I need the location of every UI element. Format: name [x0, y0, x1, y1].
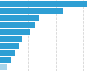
Bar — [0, 22, 35, 28]
Bar — [0, 57, 11, 63]
Bar — [0, 8, 63, 14]
Bar — [0, 15, 39, 21]
Bar — [0, 29, 30, 35]
Bar — [0, 64, 7, 70]
Bar — [0, 36, 22, 42]
Bar — [0, 0, 87, 7]
Bar — [0, 43, 18, 49]
Bar — [0, 50, 15, 56]
